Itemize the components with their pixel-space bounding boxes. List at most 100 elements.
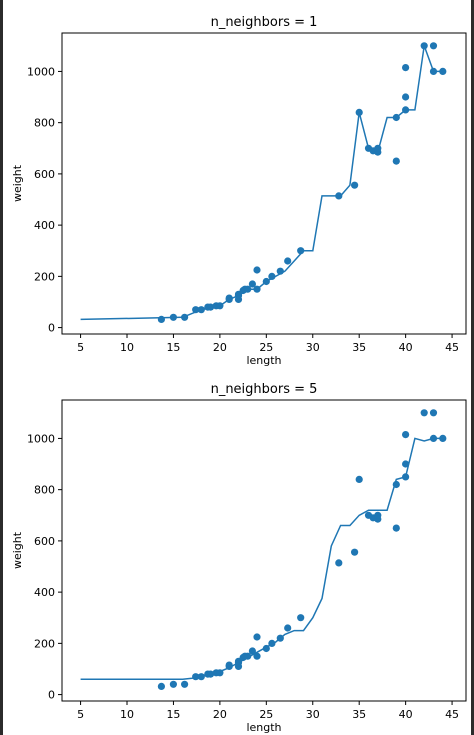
y-tick-label: 800 <box>34 484 55 497</box>
data-point <box>276 267 284 275</box>
data-point <box>262 644 270 653</box>
data-point <box>429 67 438 75</box>
x-tick-label: 25 <box>259 708 273 721</box>
y-tick-label: 800 <box>34 117 55 130</box>
x-tick-label: 35 <box>352 708 366 721</box>
data-point <box>207 303 215 311</box>
data-point <box>181 313 189 321</box>
data-point <box>248 280 256 288</box>
data-point <box>268 272 276 280</box>
data-point <box>284 624 292 632</box>
axes-frame <box>61 399 467 702</box>
data-point <box>216 669 224 677</box>
data-point <box>192 306 200 314</box>
axes-frame <box>61 32 467 335</box>
x-tick-label: 25 <box>259 341 273 354</box>
subplot-title: n_neighbors = 1 <box>211 15 318 30</box>
y-tick-label: 200 <box>34 637 55 650</box>
x-tick-label: 40 <box>399 341 413 354</box>
data-point <box>335 192 343 200</box>
subplot-n-neighbors-5: n_neighbors = 5 length weight 5 10 15 20 25 3… <box>11 382 467 734</box>
y-tick-label: 1000 <box>27 432 55 445</box>
y-tick-label: 1000 <box>27 65 55 78</box>
data-point <box>276 634 284 642</box>
x-tick-label: 15 <box>166 341 180 354</box>
subplot-title: n_neighbors = 5 <box>211 382 318 397</box>
data-point <box>392 157 400 165</box>
x-axis-label: length <box>246 721 281 734</box>
x-tick-label: 15 <box>166 708 180 721</box>
x-tick-label: 10 <box>120 708 134 721</box>
data-point <box>244 285 252 293</box>
data-point <box>402 64 410 72</box>
data-point <box>169 313 177 321</box>
data-point <box>429 409 438 417</box>
data-point <box>225 294 233 302</box>
data-point <box>374 511 382 519</box>
data-point <box>402 431 410 439</box>
data-point <box>297 614 305 622</box>
x-tick-label: 10 <box>120 341 134 354</box>
window-border-left <box>0 0 3 735</box>
data-point <box>262 277 270 286</box>
data-point <box>253 652 261 660</box>
data-point <box>197 673 205 681</box>
data-point <box>284 257 292 265</box>
x-tick-label: 5 <box>77 708 84 721</box>
y-tick-label: 600 <box>34 168 55 181</box>
subplot-n-neighbors-1: n_neighbors = 1 length weight 5 10 15 20 25 3… <box>11 15 467 367</box>
window-border-right <box>471 0 474 735</box>
x-tick-label: 30 <box>306 341 320 354</box>
data-point <box>253 266 261 274</box>
data-point <box>429 42 438 50</box>
data-point <box>351 548 359 556</box>
x-tick-label: 40 <box>399 708 413 721</box>
data-point <box>244 652 252 660</box>
data-point <box>207 670 215 678</box>
data-point <box>402 93 410 101</box>
data-point <box>157 682 165 691</box>
figure-canvas: n_neighbors = 1 length weight 5 10 15 20 25 3… <box>3 0 471 735</box>
data-point <box>248 647 256 655</box>
y-tick-label: 400 <box>34 219 55 232</box>
data-point <box>392 480 400 489</box>
y-tick-label: 0 <box>48 322 55 335</box>
x-tick-label: 20 <box>213 708 227 721</box>
prediction-line <box>80 45 443 321</box>
y-tick-label: 600 <box>34 535 55 548</box>
data-point <box>197 306 205 314</box>
data-point <box>374 144 382 152</box>
figure-svg: n_neighbors = 1 length weight 5 10 15 20 25 3… <box>11 15 467 734</box>
data-point <box>216 302 224 310</box>
data-point <box>355 475 363 483</box>
data-point <box>402 106 410 114</box>
data-point <box>351 181 359 189</box>
x-axis-label: length <box>246 354 281 367</box>
x-tick-label: 30 <box>306 708 320 721</box>
data-point <box>253 633 261 641</box>
data-point <box>402 473 410 481</box>
data-point <box>253 285 261 293</box>
data-point <box>268 639 276 648</box>
x-tick-label: 35 <box>352 341 366 354</box>
data-point <box>392 113 400 122</box>
data-point <box>420 409 428 417</box>
data-point <box>192 673 200 681</box>
data-point <box>420 42 428 50</box>
prediction-line <box>80 437 443 680</box>
data-point <box>225 661 233 669</box>
data-point <box>439 67 447 75</box>
y-tick-label: 0 <box>48 689 55 702</box>
y-axis-label: weight <box>11 531 24 569</box>
data-point <box>335 559 343 567</box>
data-point <box>181 680 189 688</box>
x-tick-label: 5 <box>77 341 84 354</box>
data-point <box>169 680 177 688</box>
y-axis-label: weight <box>11 164 24 202</box>
y-tick-label: 400 <box>34 586 55 599</box>
data-point <box>439 434 447 442</box>
y-tick-label: 200 <box>34 270 55 283</box>
data-point <box>157 315 165 323</box>
x-tick-label: 45 <box>445 708 459 721</box>
data-point <box>392 524 400 532</box>
